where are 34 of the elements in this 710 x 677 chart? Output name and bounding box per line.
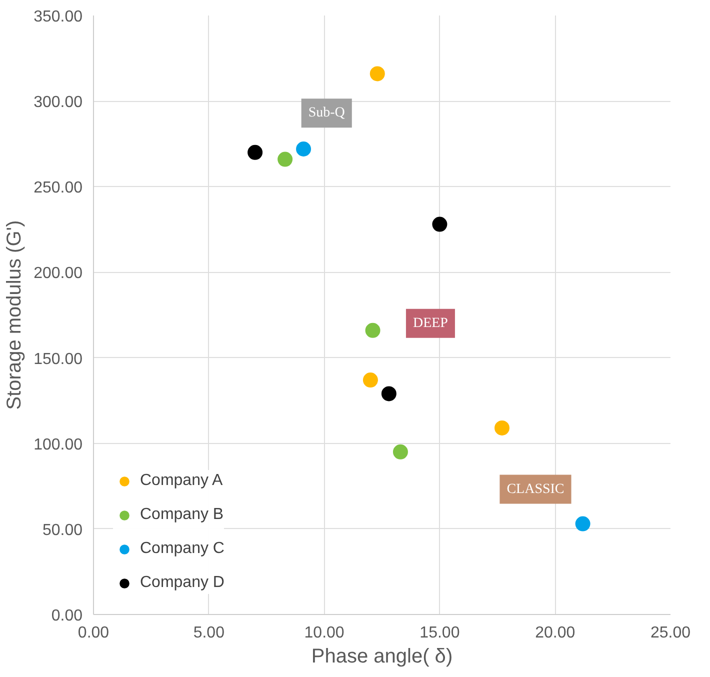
point: [362, 372, 378, 388]
x-tick-label: 20.00: [535, 624, 576, 642]
y-tick-label: 300.00: [34, 94, 83, 112]
y-tick-label: 200.00: [34, 265, 83, 282]
y-tick-label: 250.00: [34, 180, 83, 197]
annotation: Sub-Q: [308, 106, 345, 121]
legend-label: Company B: [140, 506, 224, 524]
annotation: CLASSIC: [506, 482, 564, 497]
x-tick-label: 0.00: [78, 624, 110, 642]
point: [494, 420, 510, 436]
legend-label: Company D: [140, 574, 224, 592]
legend-label: Company C: [140, 540, 224, 558]
y-axis-title: Storage modulus (G'): [4, 220, 26, 410]
x-axis-title: Phase angle( δ): [311, 646, 453, 668]
point: [248, 144, 263, 160]
annotation: DEEP: [412, 316, 448, 331]
y-tick-label: 150.00: [34, 350, 83, 368]
point: [365, 322, 380, 338]
point: [392, 444, 408, 460]
legend-label: Company A: [140, 472, 223, 490]
y-tick-label: 50.00: [42, 522, 83, 539]
point: [370, 66, 385, 82]
point: [296, 142, 312, 156]
x-tick-label: 10.00: [304, 624, 344, 642]
point: [432, 216, 448, 232]
x-tick-label: 15.00: [420, 624, 460, 642]
x-tick-label: 5.00: [193, 624, 225, 642]
point: [278, 152, 293, 167]
y-tick-label: 100.00: [34, 436, 83, 454]
x-tick-label: 25.00: [650, 624, 691, 642]
y-tick-label: 350.00: [34, 8, 83, 26]
y-tick-label: 0.00: [51, 608, 83, 624]
point: [381, 386, 396, 402]
point: [575, 516, 590, 532]
